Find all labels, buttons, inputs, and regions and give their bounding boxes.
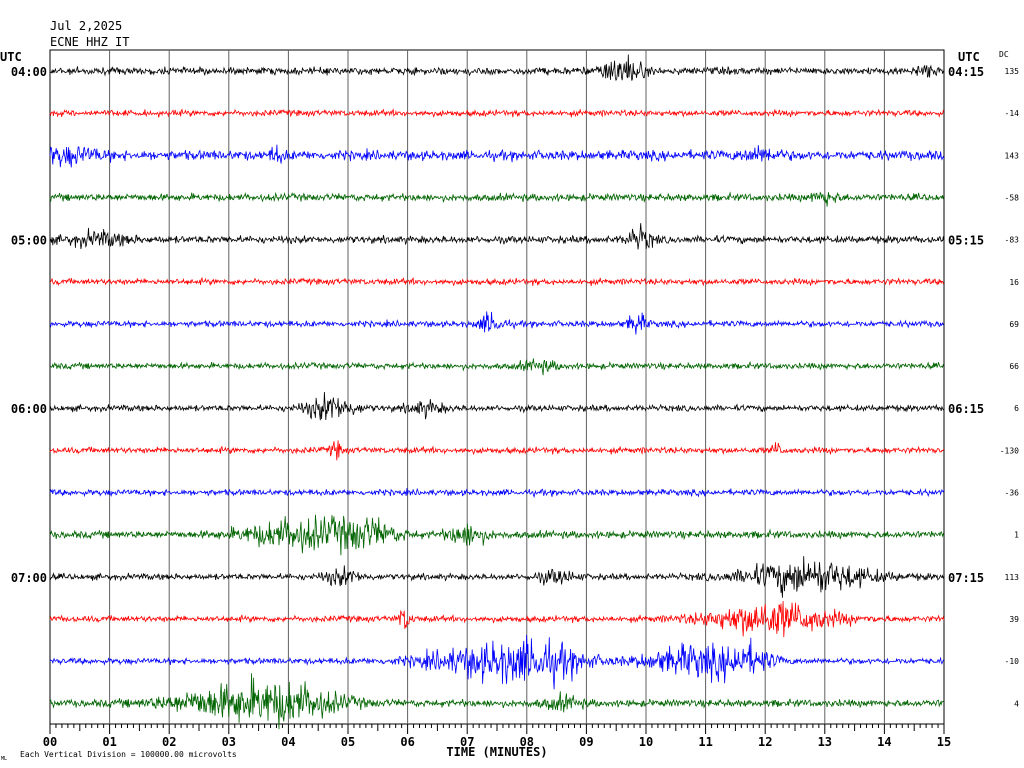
- plot-frame: [49, 49, 945, 725]
- right-time-label: 07:15: [948, 571, 984, 585]
- x-tick-label: 13: [818, 735, 832, 749]
- x-tick-label: 07: [460, 735, 474, 749]
- trace-16: [49, 673, 945, 730]
- x-axis-title: TIME (MINUTES): [446, 745, 547, 759]
- x-tick-label: 06: [400, 735, 414, 749]
- right-time-label: 04:15: [948, 65, 984, 79]
- dc-offset-label: 6: [1014, 404, 1019, 413]
- x-tick-label: 01: [102, 735, 116, 749]
- dc-offset-label: -83: [1005, 236, 1020, 245]
- corner-mark: ML: [1, 756, 7, 762]
- x-tick-label: 10: [639, 735, 653, 749]
- left-timezone-label: UTC: [0, 50, 22, 64]
- dc-offset-label: 4: [1014, 699, 1019, 708]
- trace-4: [49, 191, 945, 207]
- left-time-label: 05:00: [11, 234, 47, 248]
- trace-14: [49, 600, 945, 638]
- x-tick-label: 08: [520, 735, 534, 749]
- trace-10: [49, 440, 945, 461]
- scale-note: Each Vertical Division = 100000.00 micro…: [20, 750, 237, 759]
- x-axis: 00 01 02 03 04 05 06 07 08 09 10 11 12 13 14 15: [43, 724, 951, 749]
- left-time-label: 04:00: [11, 65, 47, 79]
- trace-9: [49, 391, 945, 421]
- dc-offset-label: 69: [1009, 320, 1019, 329]
- left-time-label: 06:00: [11, 402, 47, 416]
- right-time-label: 06:15: [948, 402, 984, 416]
- trace-13: [49, 556, 945, 598]
- right-time-label: 05:15: [948, 234, 984, 248]
- dc-offset-label: -10: [1005, 657, 1020, 666]
- trace-12: [49, 514, 945, 556]
- x-tick-label: 12: [758, 735, 772, 749]
- traces: [49, 54, 945, 730]
- x-tick-label: 15: [937, 735, 951, 749]
- dc-offset-label: 1: [1014, 531, 1019, 540]
- x-tick-label: 11: [698, 735, 712, 749]
- dc-offset-label: 113: [1005, 573, 1020, 582]
- x-tick-label: 00: [43, 735, 57, 749]
- x-tick-label: 02: [162, 735, 176, 749]
- dc-offset-label: 135: [1005, 67, 1020, 76]
- station-label: ECNE HHZ IT: [50, 35, 129, 49]
- x-tick-label: 05: [341, 735, 355, 749]
- x-tick-label: 04: [281, 735, 295, 749]
- dc-offset-label: 143: [1005, 151, 1020, 160]
- grid: [49, 49, 945, 725]
- left-time-label: 07:00: [11, 571, 47, 585]
- trace-5: [49, 223, 945, 250]
- trace-6: [49, 276, 945, 287]
- dc-header-label: DC: [999, 50, 1009, 59]
- dc-offset-label: 16: [1009, 278, 1019, 287]
- trace-7: [49, 311, 945, 335]
- dc-offset-label: -58: [1005, 193, 1020, 202]
- dc-offset-label: -14: [1005, 109, 1020, 118]
- x-tick-label: 09: [579, 735, 593, 749]
- dc-offset-label: -36: [1005, 489, 1020, 498]
- x-tick-label: 14: [877, 735, 891, 749]
- trace-1: [49, 54, 945, 82]
- trace-11: [49, 487, 945, 499]
- trace-15: [49, 634, 945, 690]
- trace-3: [49, 144, 945, 168]
- dc-offset-label: -130: [1000, 446, 1019, 455]
- right-timezone-label: UTC: [958, 50, 980, 64]
- trace-8: [49, 358, 945, 376]
- dc-offset-label: 39: [1009, 615, 1019, 624]
- x-tick-label: 03: [222, 735, 236, 749]
- trace-2: [49, 108, 945, 118]
- date-label: Jul 2,2025: [50, 19, 122, 33]
- dc-offset-label: 66: [1009, 362, 1019, 371]
